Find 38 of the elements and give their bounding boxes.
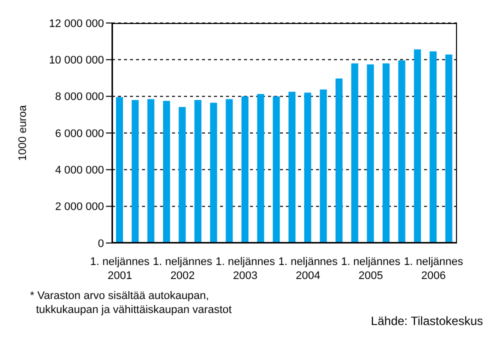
y-tick-label: 0: [98, 238, 104, 250]
bar: [366, 64, 374, 243]
bar: [351, 63, 358, 243]
bar: [132, 100, 139, 243]
y-tick-label: 8 000 000: [55, 91, 104, 104]
y-tick-label: 4 000 000: [55, 164, 104, 177]
bar: [163, 100, 170, 243]
bar: [147, 99, 154, 243]
bar: [257, 94, 264, 243]
bar: [116, 97, 123, 243]
bar: [320, 90, 327, 243]
bar: [226, 99, 233, 243]
bar: [336, 78, 343, 243]
x-tick-label: 1. neljännes 2006: [404, 256, 464, 282]
x-tick-label: 1. neljännes 2001: [90, 256, 150, 282]
text: * Varaston arvo sisältää autokaupan, tukkukaupan ja vähittäiskaupan varastot: [30, 289, 233, 317]
y-tick-label: 12 000 000: [48, 18, 104, 30]
x-tick-label: 1. neljännes 2003: [216, 256, 276, 282]
bar: [210, 102, 218, 243]
y-axis-title: 1000 euroa: [16, 104, 29, 161]
bar: [382, 63, 390, 243]
y-tick-label: 2 000 000: [55, 201, 104, 214]
bar: [398, 60, 406, 243]
text: Lähde: Tilastokeskus: [370, 314, 483, 328]
bar: [430, 51, 437, 243]
x-tick-label: 1. neljännes 2002: [152, 256, 213, 282]
bar: [272, 96, 280, 243]
x-tick-label: 1. neljännes 2004: [278, 256, 338, 282]
bar: [414, 49, 421, 243]
bar: [288, 92, 296, 243]
y-tick-label: 6 000 000: [55, 128, 104, 140]
bar: [304, 92, 312, 243]
bar: [445, 54, 452, 243]
x-tick-label: 1. neljännes 2005: [341, 256, 401, 282]
y-tick-label: 10 000 000: [48, 54, 104, 67]
bar: [178, 106, 186, 243]
bar: [241, 96, 248, 243]
bar: [194, 100, 202, 243]
